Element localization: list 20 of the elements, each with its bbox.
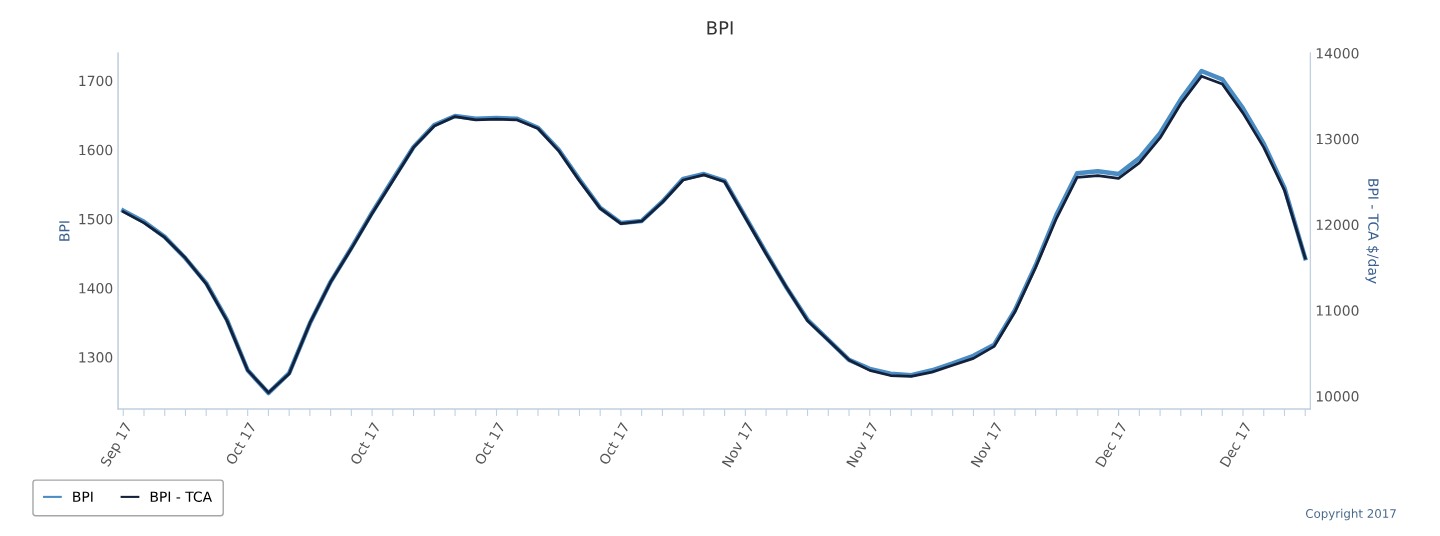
y2-tick-label: 12000 [1316, 219, 1359, 231]
legend-label: BPI - TCA [150, 491, 212, 502]
x-tick-label: Oct 17 [474, 421, 506, 466]
y2-tick-label: 10000 [1316, 391, 1359, 402]
y2-tick-label: 14000 [1316, 48, 1359, 59]
y-axis-title: BPI [59, 221, 70, 241]
text: Copyright 2017 [1305, 508, 1396, 521]
y2-tick-label: 13000 [1316, 133, 1359, 145]
y2-axis-title: BPI - TCA $/day [1365, 179, 1379, 284]
legend-label: BPI [73, 491, 93, 502]
chart-title: BPI [707, 21, 733, 35]
y-tick-label: 1600 [79, 144, 113, 156]
y-tick-label: 1700 [79, 75, 113, 87]
x-tick-label: Oct 17 [225, 421, 257, 466]
y2-tick-label: 11000 [1316, 305, 1359, 316]
y-tick-label: 1300 [79, 352, 113, 363]
y-tick-label: 1400 [79, 283, 113, 294]
y-tick-label: 1500 [79, 213, 113, 225]
x-tick-label: Oct 17 [349, 421, 381, 466]
x-tick-label: Oct 17 [598, 421, 630, 466]
